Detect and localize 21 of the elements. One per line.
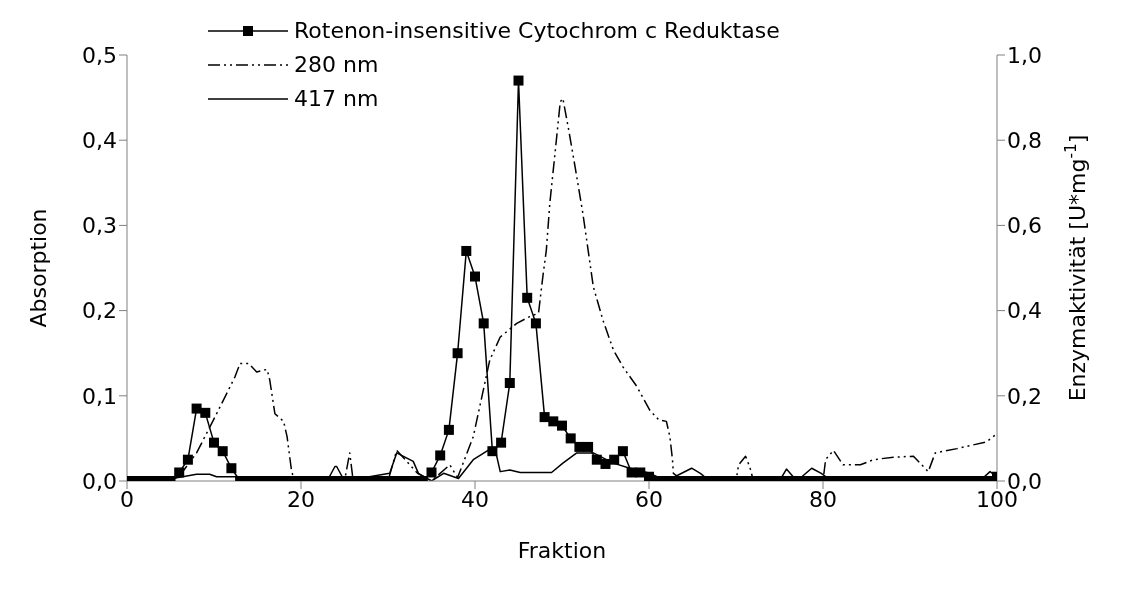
y-tick-label: 0,1 [82, 383, 117, 409]
y-axis-title: Absorption [25, 208, 51, 328]
y-tick-label: 0,5 [82, 42, 117, 68]
legend-label: 417 nm [294, 85, 379, 113]
y-tick-label: 0,4 [82, 128, 117, 154]
x-tick-label: 20 [287, 486, 315, 512]
y2-tick-label: 0,2 [1007, 383, 1042, 409]
x-tick-label: 60 [635, 486, 663, 512]
y2-tick-label: 0,6 [1007, 213, 1042, 239]
y-tick-label: 0,0 [82, 468, 117, 494]
legend-label: 280 nm [294, 51, 379, 79]
y2-tick-label: 0,8 [1007, 128, 1042, 154]
y-tick-label: 0,2 [82, 298, 117, 324]
x-tick-label: 80 [809, 486, 837, 512]
y2-tick-label: 1,0 [1007, 42, 1042, 68]
legend-label: Rotenon-insensitive Cytochrom c Reduktase [294, 17, 780, 45]
y2-tick-label: 0,4 [1007, 298, 1042, 324]
x-tick-label: 40 [461, 486, 489, 512]
x-tick-label: 0 [120, 486, 134, 512]
x-axis-title: Fraktion [517, 538, 607, 563]
y-tick-label: 0,3 [82, 213, 117, 239]
